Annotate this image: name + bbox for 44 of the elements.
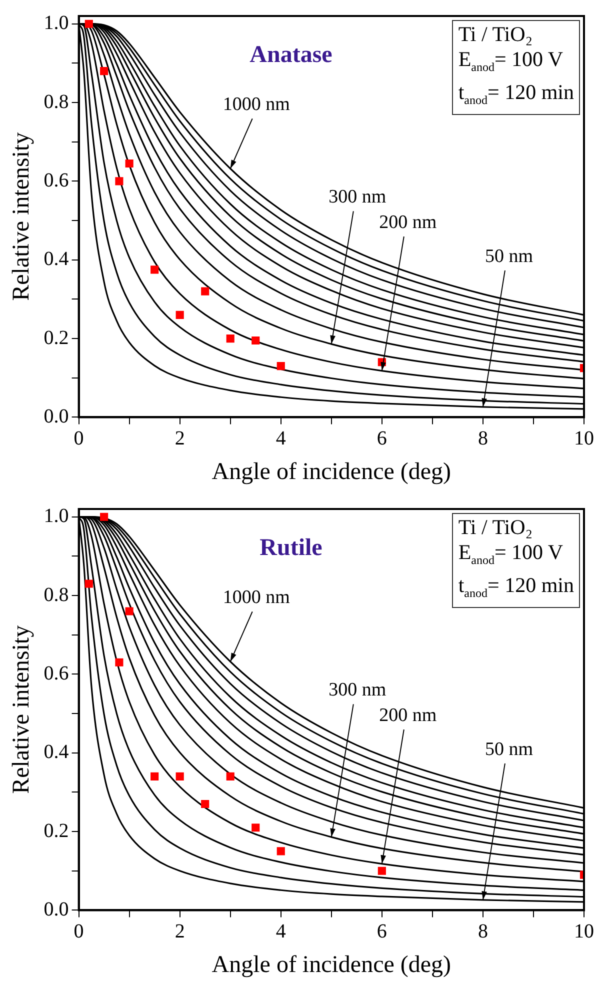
annotation: t$_{anod}$= 120 min [458,573,574,602]
y-tick-label: 0.6 [44,662,69,684]
y-tick-label: 1.0 [44,505,69,528]
y-tick-label: 0.6 [44,169,69,192]
y-tick-label: 0.8 [44,584,69,606]
annotation: 300 nm [328,680,386,701]
text: Anatase [250,42,333,68]
y-tick-label: 0.4 [44,248,69,270]
x-tick-label: 0 [74,920,84,942]
y-tick-label: 0.2 [44,820,69,842]
annotation: t$_{anod}$= 120 min [458,80,574,110]
x-tick-label: 10 [574,920,594,942]
x-tick-label: 0 [74,427,84,450]
annotation: 1000 nm [222,94,290,116]
annotation: 50 nm [484,738,534,760]
annotation: 200 nm [379,704,437,726]
y-tick-label: 0.4 [44,741,69,764]
x-tick-label: 6 [376,920,387,942]
x-tick-label: 4 [276,427,286,450]
annotation: 200 nm [379,212,437,233]
annotation: 1000 nm [222,587,290,608]
y-axis-title: Relative intensity [8,625,35,794]
x-tick-label: 10 [574,427,594,450]
x-tick-label: 4 [276,920,286,942]
annotation: E$_{anod}$= 100 V [458,540,564,570]
x-tick-label: 2 [174,427,185,450]
annotation: E$_{anod}$= 100 V [458,47,564,76]
y-tick-label: 0.2 [44,326,69,349]
y-axis-title: Relative intensity [8,132,35,301]
y-tick-label: 0.0 [44,405,69,428]
y-tick-label: 0.0 [44,898,69,920]
text: Rutile [260,535,323,562]
y-tick-label: 0.8 [44,90,69,113]
x-tick-label: 8 [478,920,488,942]
annotation: 300 nm [328,186,386,208]
x-tick-label: 8 [478,427,488,450]
y-tick-label: 1.0 [44,12,69,34]
x-axis-title: Angle of incidence (deg) [212,458,452,485]
annotation: 50 nm [484,246,534,267]
x-tick-label: 6 [376,427,387,450]
annotation: Ti / TiO₂ [458,515,534,540]
x-tick-label: 2 [174,920,185,942]
x-axis-title: Angle of incidence (deg) [212,952,452,978]
annotation: Ti / TiO₂ [458,22,534,47]
